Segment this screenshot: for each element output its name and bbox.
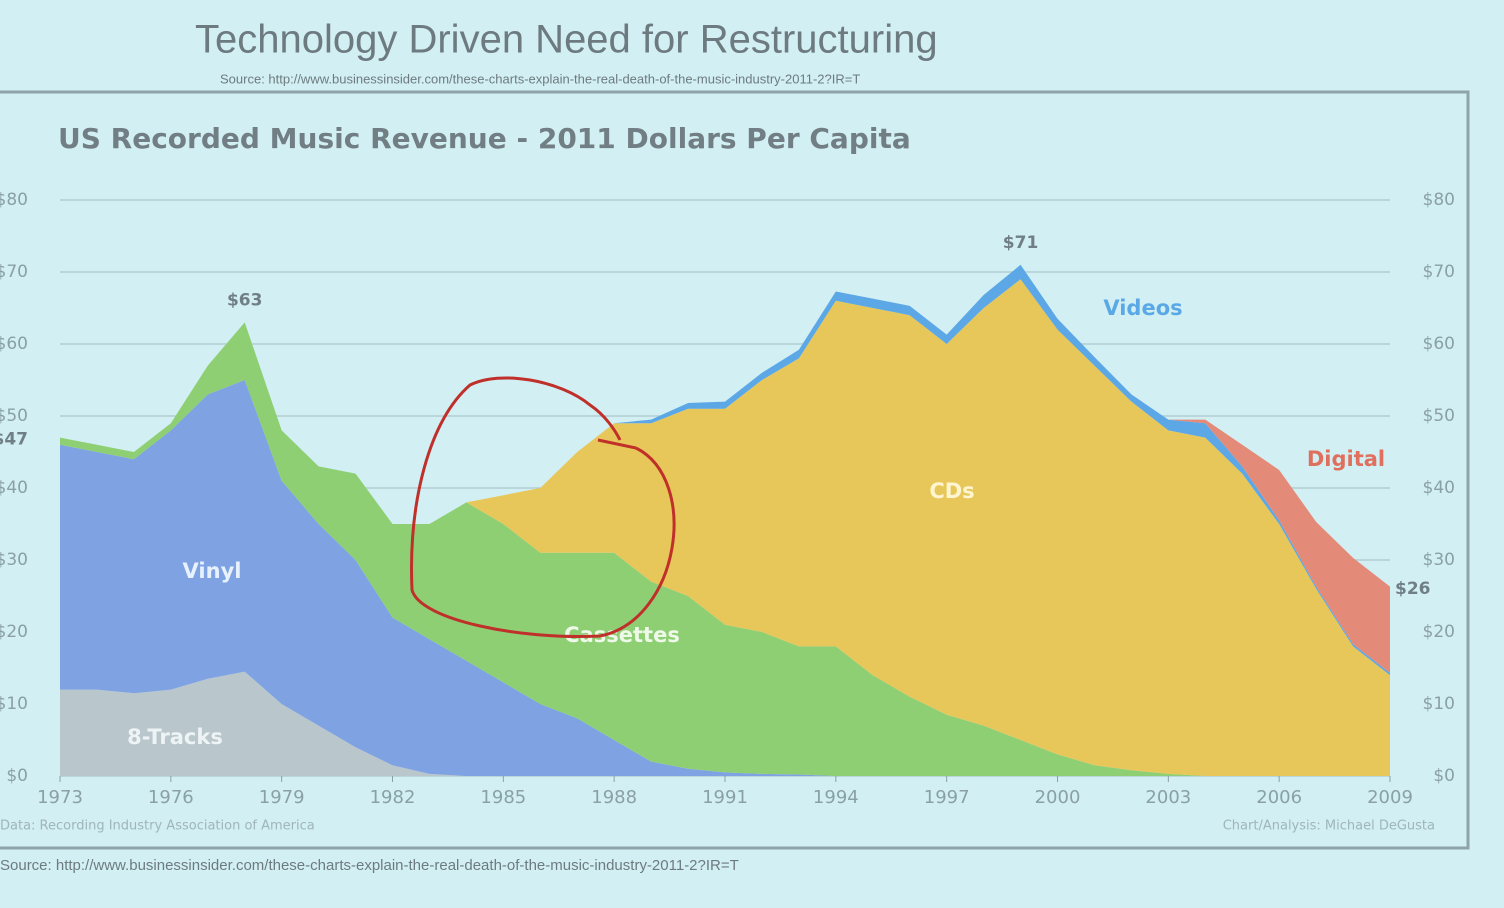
x-tick-label: 1991: [702, 787, 748, 808]
x-tick-label: 1973: [37, 787, 83, 808]
y-tick-label: $10: [0, 694, 28, 714]
series-label: CDs: [929, 479, 974, 503]
y-tick-label: $70: [0, 262, 28, 282]
area: [60, 279, 1390, 776]
y-tick-label: $60: [1423, 334, 1455, 354]
x-tick-label: 2000: [1035, 787, 1081, 808]
chart-frame: [0, 90, 1470, 850]
data-credit: Data: Recording Industry Association of …: [0, 819, 315, 834]
y-tick-label: $40: [1423, 478, 1455, 498]
x-tick-label: 1994: [813, 787, 859, 808]
x-tick-label: 2009: [1367, 787, 1413, 808]
area: [60, 322, 1390, 776]
y-tick-label: $0: [1433, 766, 1455, 786]
y-tick-label: $60: [0, 334, 28, 354]
x-tick-label: 1979: [259, 787, 305, 808]
series-label: Vinyl: [183, 559, 242, 583]
analysis-credit: Chart/Analysis: Michael DeGusta: [1223, 819, 1435, 834]
x-tick-label: 1988: [591, 787, 637, 808]
y-tick-label: $50: [0, 406, 28, 426]
source: Source: http://www.businessinsider.com/t…: [0, 857, 739, 874]
y-tick-label: $0: [6, 766, 28, 786]
x-tick-label: 1985: [480, 787, 526, 808]
y-tick-label: $80: [0, 190, 28, 210]
chart-title: US Recorded Music Revenue - 2011 Dollars…: [58, 122, 911, 155]
y-tick-label: $80: [1423, 190, 1455, 210]
slide-title: Technology Driven Need for Restructuring: [195, 18, 938, 62]
series-label: 8-Tracks: [127, 725, 223, 749]
y-tick-label: $30: [0, 550, 28, 570]
annotation: $26: [1395, 579, 1431, 599]
y-tick-label: $30: [1423, 550, 1455, 570]
y-tick-label: $40: [0, 478, 28, 498]
x-tick-label: 1997: [924, 787, 970, 808]
annotation: $71: [1003, 233, 1039, 253]
x-tick-label: 2003: [1145, 787, 1191, 808]
annotation: $47: [0, 430, 28, 450]
y-tick-label: $20: [0, 622, 28, 642]
area: [60, 671, 1390, 776]
source: Source: http://www.businessinsider.com/t…: [220, 71, 860, 86]
y-tick-label: $20: [1423, 622, 1455, 642]
x-tick-label: 1982: [370, 787, 416, 808]
area: [60, 380, 1390, 776]
annotation: $63: [227, 290, 263, 310]
series-label: Videos: [1103, 296, 1182, 320]
y-tick-label: $10: [1423, 694, 1455, 714]
x-tick-label: 2006: [1256, 787, 1302, 808]
hand-drawn-circle: [410, 376, 676, 638]
y-tick-label: $70: [1423, 262, 1455, 282]
series-label: Digital: [1307, 447, 1385, 471]
y-tick-label: $50: [1423, 406, 1455, 426]
x-tick-label: 1976: [148, 787, 194, 808]
